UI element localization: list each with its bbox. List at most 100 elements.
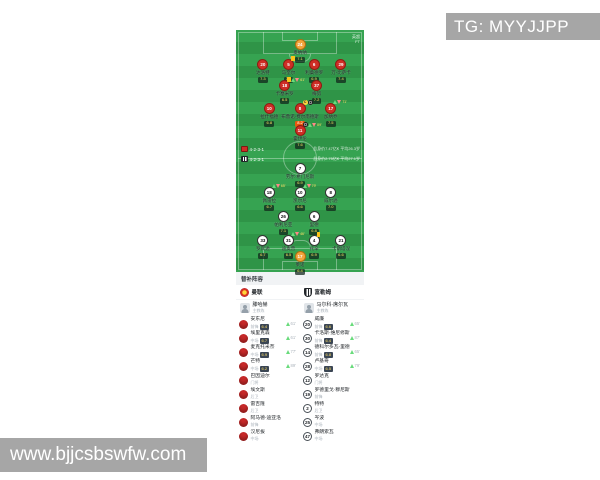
player-name-label: 拉什福德 <box>260 114 279 119</box>
home-team-header[interactable]: 曼联 <box>236 287 300 297</box>
substitute-row[interactable]: 12 罗达克 门将 <box>300 373 364 387</box>
sub-on-arrow-icon <box>291 232 296 236</box>
player-dot-icon: 17 <box>325 103 337 114</box>
player-event-icons: 61' <box>287 77 305 82</box>
substitute-row[interactable]: 19 罗德里戈·穆尼斯 前锋 <box>300 387 364 401</box>
sub-on-arrow-icon <box>333 100 338 104</box>
away-player-chip[interactable]: 17 莱诺 6.4 <box>278 251 322 275</box>
substitute-row[interactable]: 汉尼拔 中场 <box>236 429 300 443</box>
tg-watermark: TG: MYYJJPP <box>446 13 600 40</box>
home-player-chip[interactable]: 29 万-比萨卡 7.4 <box>319 59 363 83</box>
substitute-row[interactable]: 雷吉隆 后卫 <box>236 401 300 415</box>
player-rating-badge: 7.2 <box>311 97 322 104</box>
home-team-crest-icon <box>240 287 249 297</box>
player-rating-badge: 6.9 <box>309 76 319 83</box>
player-name-label: 劳尔·希门尼斯 <box>285 174 315 179</box>
player-avatar <box>239 333 248 343</box>
substitute-meta: 后卫 <box>251 408 265 413</box>
substitute-info: 罗达克 门将 <box>314 374 329 385</box>
substitute-row[interactable]: 埃里克森 中场 6.7 61' <box>236 331 300 345</box>
substitute-row[interactable]: 巴因迪尔 门将 <box>236 373 300 387</box>
penalty-box-bottom <box>263 248 337 270</box>
corner-note-line1: 英超 <box>352 34 360 39</box>
yellow-card-icon <box>287 77 291 82</box>
sub-time-label: 79' <box>311 184 317 188</box>
away-coach-name: 马尔科·席尔瓦 <box>316 302 349 309</box>
home-player-chip[interactable]: 24 奥纳纳 7.1 <box>278 39 322 63</box>
substitute-row[interactable]: 麦克托米奈 中场 6.9 77' <box>236 345 300 359</box>
away-coach: 马尔科·席尔瓦 主教练 <box>300 303 364 313</box>
away-player-chip[interactable]: 10 79' 凯尔尼 6.6 <box>278 184 322 211</box>
sub-on-arrow-icon <box>285 349 290 354</box>
away-team-header[interactable]: 富勒姆 <box>300 287 364 297</box>
substitute-row[interactable]: 20 威廉 前锋 6.6 65' <box>300 317 364 331</box>
substitution-icon <box>308 122 317 127</box>
home-player-chip[interactable]: 10 拉什福德 6.8 <box>247 103 291 127</box>
position-label: 门将 <box>314 379 323 385</box>
substitute-row[interactable]: 2 特特 后卫 <box>300 401 364 415</box>
substitute-meta: 后卫 <box>251 394 265 399</box>
player-dot-icon: 11 <box>294 125 306 136</box>
substitute-name: 弗朗索瓦 <box>314 430 334 435</box>
substitute-row[interactable]: 阿马德-迪亚洛 前锋 <box>236 415 300 429</box>
away-player-chip[interactable]: 8 威尔逊 7.0 <box>309 187 353 211</box>
player-event-icons <box>291 56 295 61</box>
home-player-chip[interactable]: 20 达洛特 7.3 <box>241 59 285 83</box>
player-number-avatar: 14 <box>303 347 312 357</box>
home-player-chip[interactable]: 18 61' 卡塞米罗 6.5 <box>263 77 307 104</box>
substitute-row[interactable]: 30 卡洛斯·维尼修斯 前锋 6.4 87' <box>300 331 364 345</box>
away-player-chip[interactable]: 18 65' 佩雷拉 6.7 <box>247 184 291 211</box>
sub-on-event: 79' <box>349 363 360 368</box>
substitute-row[interactable]: 14 德科尔多瓦-里德 前锋 6.8 65' <box>300 345 364 359</box>
substitute-meta: 中场 6.9 <box>251 352 275 358</box>
substitution-icon <box>291 232 300 236</box>
substitute-name: 卢基奇 <box>314 359 329 365</box>
away-player-chip[interactable]: 33 罗宾逊 6.7 <box>241 235 285 259</box>
substitute-info: 雷吉隆 后卫 <box>251 402 265 413</box>
player-rating-badge: 8.2 <box>295 120 305 127</box>
captain-icon: C <box>302 100 308 105</box>
sub-off-arrow-icon <box>295 232 300 236</box>
home-player-chip[interactable]: 8 C 布鲁诺·费尔南德斯 8.2 <box>278 100 322 127</box>
away-player-chip[interactable]: 26 帕利尼亚 7.1 <box>261 211 305 235</box>
player-dot-icon: 8 <box>294 103 306 114</box>
home-player-chip[interactable]: 11 89' 霍伊伦 7.6 <box>278 122 322 149</box>
section-title: 替补阵容 <box>241 276 264 283</box>
player-dot-icon: 17 <box>294 251 306 262</box>
sub-on-arrow-icon <box>285 363 290 368</box>
substitute-row[interactable]: 47 弗朗索瓦 中场 <box>300 429 364 443</box>
substitute-row[interactable]: 28 卢基奇 中场 6.5 79' <box>300 359 364 373</box>
away-player-chip[interactable]: 6 里德 6.8 <box>292 211 336 235</box>
substitute-row[interactable]: 25 岑波 中场 <box>300 415 364 429</box>
substitute-info: 汉尼拔 中场 <box>251 430 265 441</box>
substitute-info: 埃里克森 中场 6.7 <box>251 331 270 344</box>
substitute-row[interactable]: 安东尼 前锋 6.4 61' <box>236 317 300 331</box>
away-player-chip[interactable]: 4 托辛 6.9 <box>292 232 336 259</box>
player-name-label: 霍伊伦 <box>293 136 307 141</box>
home-player-chip[interactable]: 37 梅努 7.2 <box>295 80 339 104</box>
substitute-info: 威廉 前锋 6.6 <box>315 317 333 330</box>
player-dot-icon: 18 <box>279 80 291 91</box>
away-player-chip[interactable]: 7 劳尔·希门尼斯 6.9 <box>278 163 322 187</box>
away-formation-row: 4-2-3-1 <box>241 154 264 164</box>
substitute-info: 罗德里戈·穆尼斯 前锋 <box>315 388 350 399</box>
corner-note-line2: FT <box>355 39 360 45</box>
away-player-chip[interactable]: 31 46' 迪奥普 6.5 <box>266 232 310 259</box>
substitute-meta: 前锋 <box>315 394 350 399</box>
sub-on-time: 61' <box>290 321 296 326</box>
substitute-row[interactable]: 芒特 中场 6.2 89' <box>236 359 300 373</box>
home-player-chip[interactable]: 17 71' 加纳乔 7.5 <box>309 100 353 127</box>
away-player-chip[interactable]: 21 卡斯塔涅 6.6 <box>319 235 363 259</box>
substitute-info: 特特 后卫 <box>315 402 325 413</box>
sub-on-arrow-icon <box>349 349 354 354</box>
player-rating-badge: 7.6 <box>295 142 305 149</box>
player-event-icons: C <box>302 100 314 105</box>
substitute-row[interactable]: 埃文斯 后卫 <box>236 387 300 401</box>
sub-on-arrow-icon <box>291 77 296 82</box>
substitute-info: 弗朗索瓦 中场 <box>314 430 334 441</box>
substitution-icon <box>291 77 300 82</box>
player-rating-badge: 7.1 <box>278 228 289 235</box>
home-player-chip[interactable]: 6 利桑德罗 6.9 <box>292 59 336 83</box>
player-rating-badge: 6.8 <box>264 120 275 127</box>
